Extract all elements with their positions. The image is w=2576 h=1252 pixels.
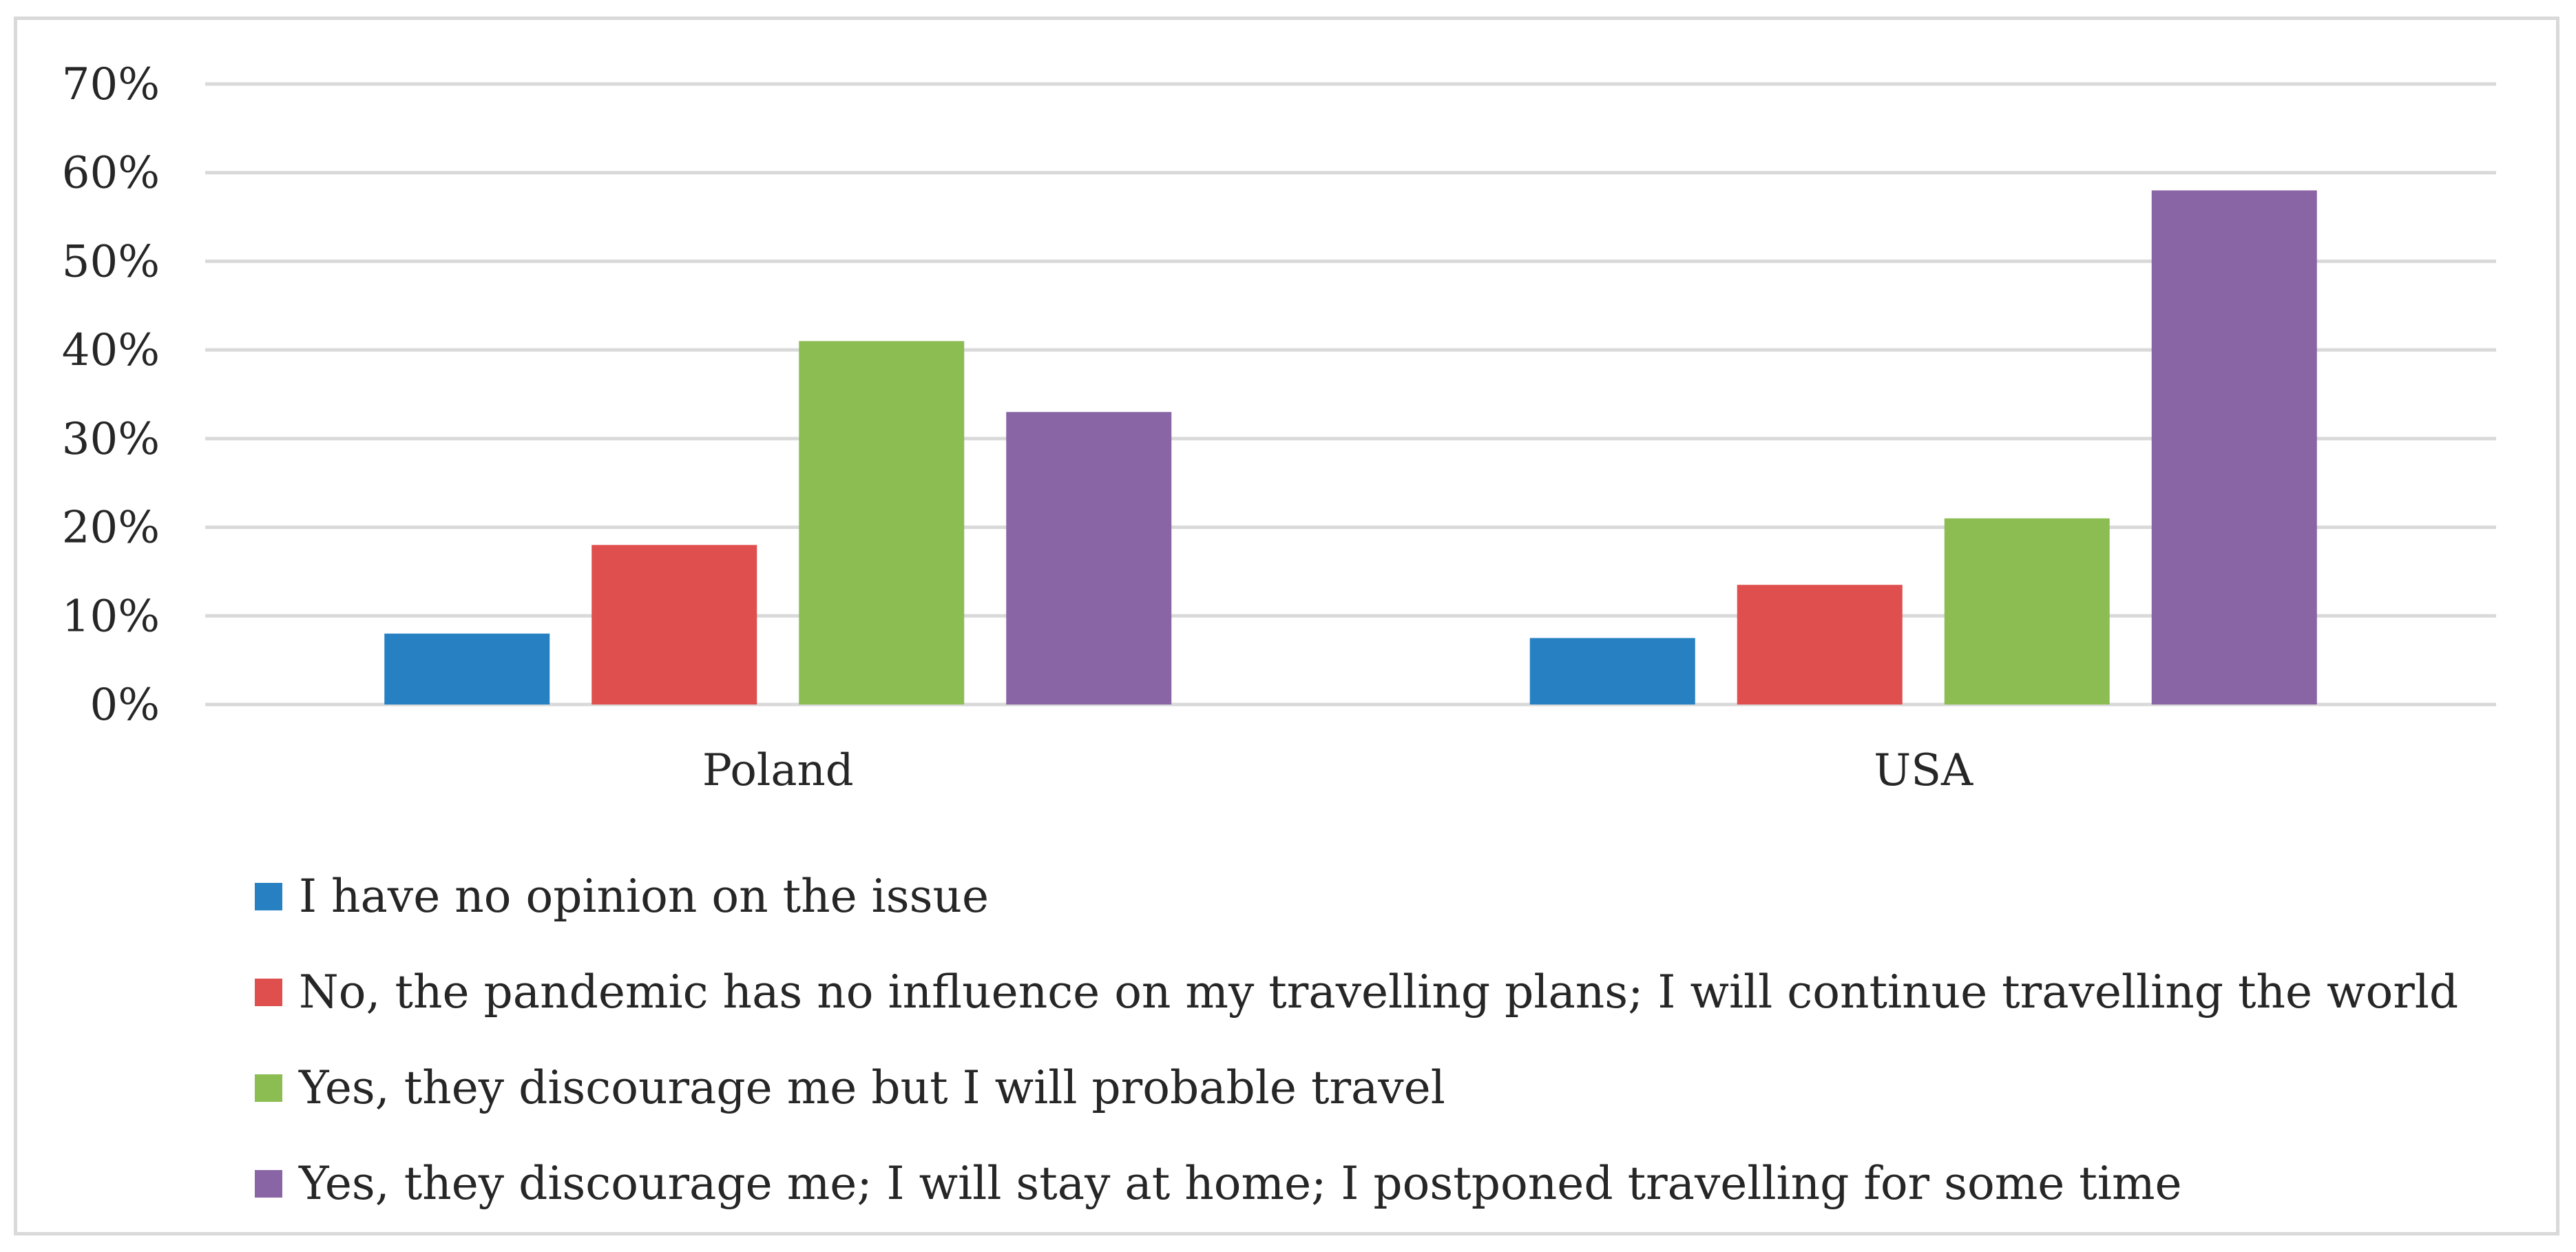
bar-chart: 0% 10% 20% 30% 40% 50% 60% 70% Poland USA (62, 59, 2496, 796)
bar (2151, 190, 2317, 705)
y-axis-ticks: 0% 10% 20% 30% 40% 50% 60% 70% (62, 59, 160, 731)
legend: I have no opinion on the issue No, the p… (255, 848, 2458, 1231)
bar (1529, 638, 1695, 705)
y-tick-label: 50% (62, 236, 160, 287)
bar (1006, 412, 1172, 705)
legend-label: Yes, they discourage me but I will proba… (299, 1061, 1445, 1114)
legend-swatch (255, 882, 282, 910)
bars (384, 190, 2317, 705)
legend-item: Yes, they discourage me; I will stay at … (255, 1136, 2458, 1231)
legend-item: No, the pandemic has no influence on my … (255, 944, 2458, 1040)
x-tick-label: USA (1874, 745, 1973, 796)
y-tick-label: 30% (62, 414, 160, 465)
legend-item: I have no opinion on the issue (255, 848, 2458, 944)
legend-swatch (255, 1169, 282, 1198)
y-tick-label: 60% (62, 148, 160, 199)
legend-swatch (255, 1074, 282, 1102)
x-tick-label: Poland (702, 745, 854, 796)
bar (1944, 518, 2110, 705)
bar (799, 341, 965, 705)
legend-label: No, the pandemic has no influence on my … (299, 966, 2459, 1019)
legend-item: Yes, they discourage me but I will proba… (255, 1040, 2458, 1136)
y-tick-label: 40% (62, 325, 160, 376)
legend-label: Yes, they discourage me; I will stay at … (299, 1157, 2182, 1210)
legend-swatch (255, 978, 282, 1006)
y-tick-label: 10% (62, 591, 160, 642)
y-tick-label: 20% (62, 503, 160, 554)
bar (384, 634, 550, 705)
y-tick-label: 70% (62, 59, 160, 110)
x-axis-ticks: Poland USA (702, 745, 1973, 796)
bar (1737, 585, 1903, 705)
bar (591, 545, 757, 705)
gridlines (205, 82, 2496, 707)
y-tick-label: 0% (90, 680, 160, 731)
legend-label: I have no opinion on the issue (299, 870, 989, 923)
chart-frame (14, 17, 2559, 1235)
